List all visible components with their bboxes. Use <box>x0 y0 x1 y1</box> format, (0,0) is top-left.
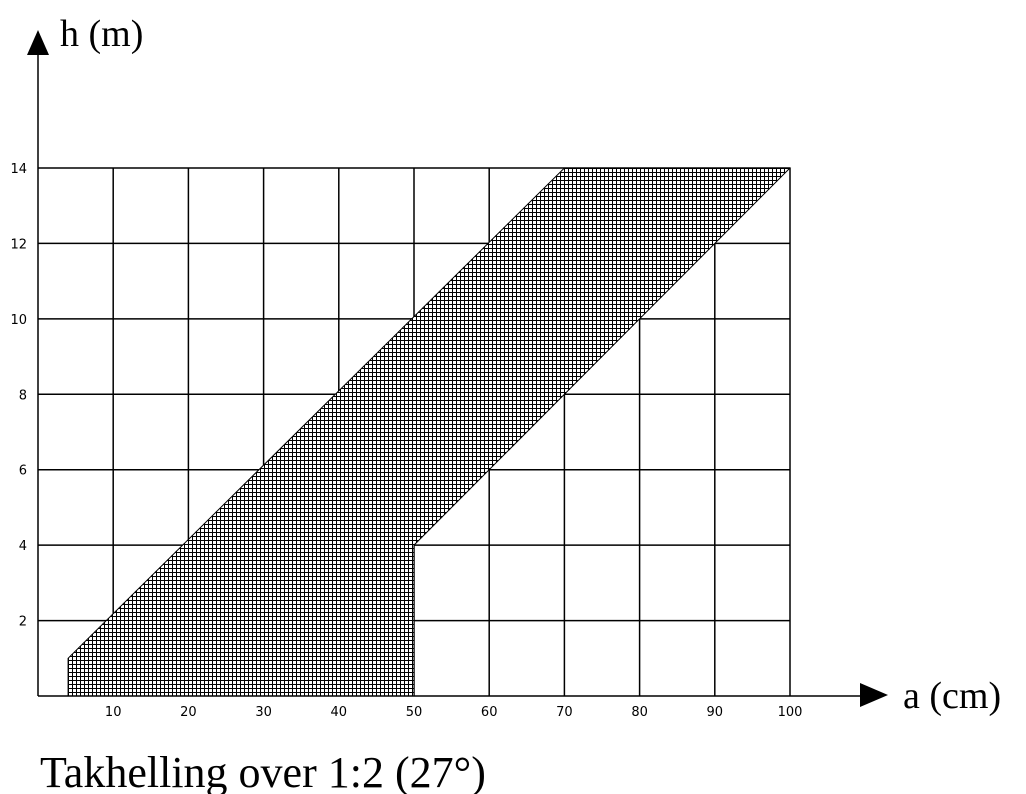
chart-caption: Takhelling over 1:2 (27°) <box>40 748 486 794</box>
y-tick-label-8: 8 <box>19 388 27 403</box>
x-tick-label-60: 60 <box>481 705 498 720</box>
x-tick-label-40: 40 <box>331 705 348 720</box>
x-tick-label-50: 50 <box>406 705 423 720</box>
y-axis-arrow-icon <box>27 30 49 55</box>
y-tick-label-10: 10 <box>10 313 27 328</box>
tick-labels: 10 20 30 40 50 60 70 80 90 100 2 4 6 8 10 12 14 <box>10 162 802 720</box>
shaded-region <box>67 167 792 697</box>
y-tick-label-6: 6 <box>19 464 27 479</box>
y-tick-label-12: 12 <box>10 237 27 252</box>
x-tick-label-100: 100 <box>778 705 803 720</box>
x-tick-label-80: 80 <box>631 705 648 720</box>
y-axis-label: h (m) <box>60 13 143 55</box>
x-tick-label-90: 90 <box>707 705 724 720</box>
y-tick-label-2: 2 <box>19 615 27 630</box>
y-tick-label-14: 14 <box>10 162 27 177</box>
x-axis-arrow-icon <box>860 683 888 707</box>
x-tick-label-10: 10 <box>105 705 122 720</box>
x-axis-label: a (cm) <box>903 675 1001 717</box>
x-tick-label-30: 30 <box>255 705 272 720</box>
region-layer <box>67 167 792 697</box>
y-tick-label-4: 4 <box>19 539 27 554</box>
x-tick-label-20: 20 <box>180 705 197 720</box>
axes <box>27 30 888 707</box>
x-tick-label-70: 70 <box>556 705 573 720</box>
